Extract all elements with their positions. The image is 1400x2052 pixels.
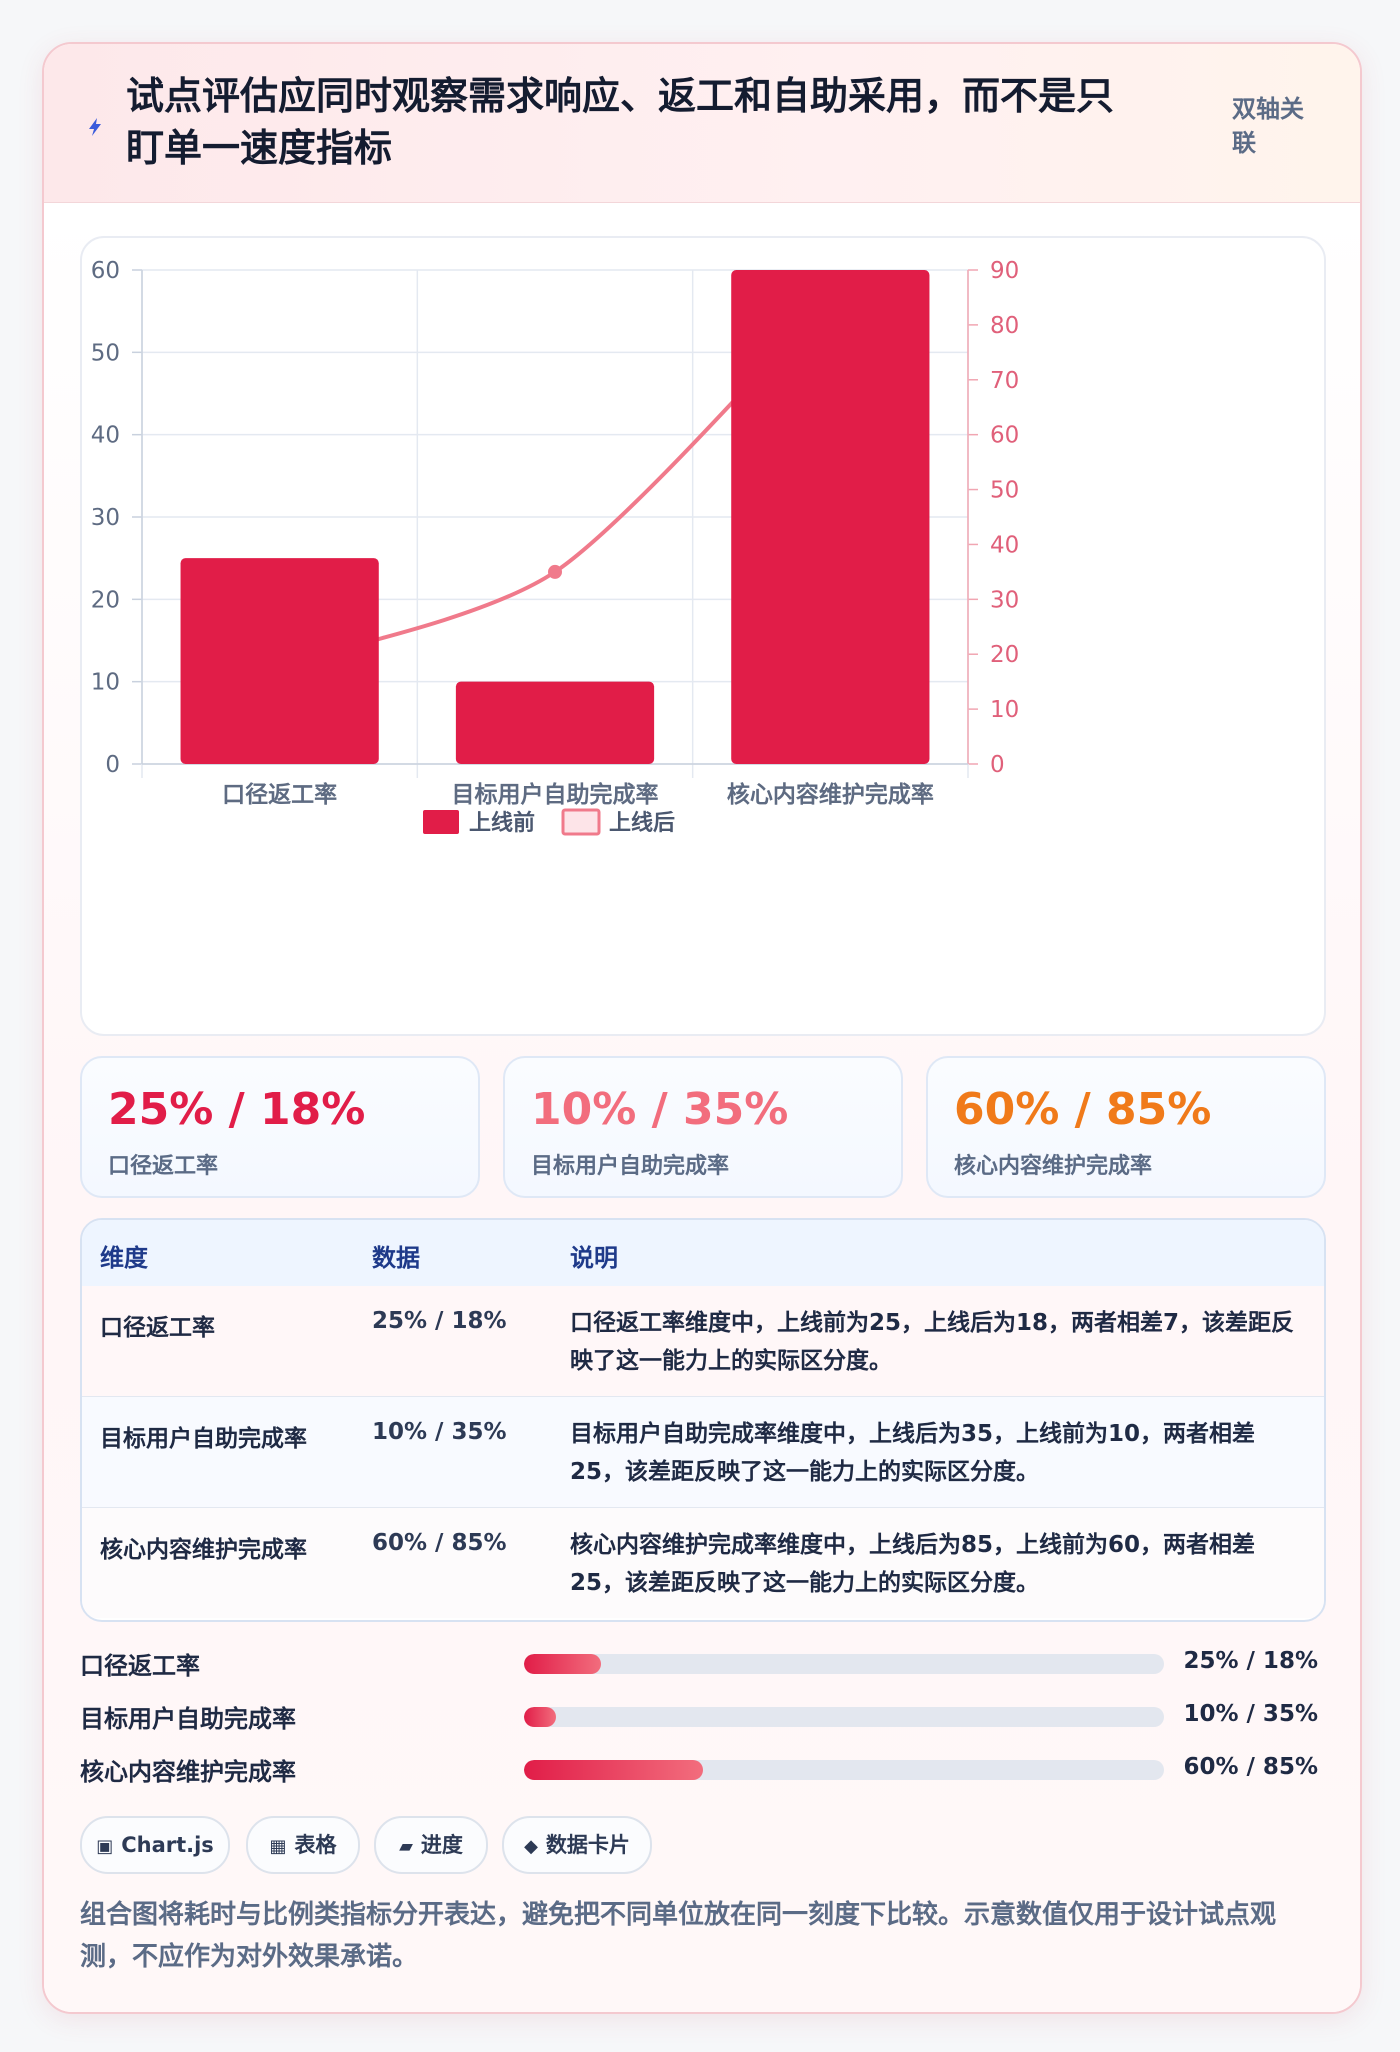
bar-2 bbox=[731, 270, 930, 764]
table-row: 目标用户自助完成率 10% / 35% 目标用户自助完成率维度中，上线后为35，… bbox=[82, 1397, 1324, 1508]
data-table: 维度 数据 说明 口径返工率 25% / 18% 口径返工率维度中，上线前为25… bbox=[80, 1218, 1326, 1622]
chip-progress[interactable]: ▰ 进度 bbox=[374, 1816, 488, 1874]
chip-label: 进度 bbox=[420, 1833, 463, 1857]
table-icon: ▦ bbox=[269, 1836, 287, 1857]
page-title: 试点评估应同时观察需求响应、返工和自助采用，而不是只盯单一速度指标 bbox=[126, 74, 1115, 170]
chip-chartjs[interactable]: ▣ Chart.js bbox=[80, 1816, 230, 1874]
y-right-tick-label: 0 bbox=[990, 752, 1005, 778]
legend-label-before: 上线前 bbox=[469, 810, 535, 836]
y-right-tick-label: 90 bbox=[990, 258, 1019, 284]
chip-label: 数据卡片 bbox=[545, 1833, 630, 1857]
column-header: 数据 bbox=[372, 1244, 420, 1272]
chip-table[interactable]: ▦ 表格 bbox=[246, 1816, 360, 1874]
stat-label: 核心内容维护完成率 bbox=[954, 1154, 1153, 1179]
column-header: 维度 bbox=[100, 1244, 148, 1272]
header: 试点评估应同时观察需求响应、返工和自助采用，而不是只盯单一速度指标 双轴关联 bbox=[44, 44, 1360, 203]
stat-value: 25% / 18% bbox=[108, 1084, 366, 1135]
table-header: 维度 数据 说明 bbox=[82, 1220, 1324, 1288]
stat-label: 口径返工率 bbox=[108, 1154, 219, 1179]
y-left-tick-label: 50 bbox=[91, 340, 120, 366]
y-right-tick-label: 80 bbox=[990, 313, 1019, 339]
table-row: 口径返工率 25% / 18% 口径返工率维度中，上线前为25，上线后为18，两… bbox=[82, 1286, 1324, 1397]
y-right-tick-label: 70 bbox=[990, 368, 1019, 394]
cell-description: 目标用户自助完成率维度中，上线后为35，上线前为10，两者相差25，该差距反映了… bbox=[570, 1421, 1256, 1485]
chip-label: 表格 bbox=[294, 1833, 337, 1857]
progress-label: 核心内容维护完成率 bbox=[80, 1758, 296, 1786]
chart-icon: ▣ bbox=[96, 1836, 114, 1857]
chip-data-cards[interactable]: ◆ 数据卡片 bbox=[502, 1816, 652, 1874]
chip-label: Chart.js bbox=[121, 1833, 214, 1857]
stat-card-rework: 25% / 18% 口径返工率 bbox=[80, 1056, 480, 1198]
progress-value: 60% / 85% bbox=[1183, 1754, 1318, 1780]
y-left-tick-label: 20 bbox=[91, 587, 120, 613]
progress-row: 口径返工率 25% / 18% bbox=[80, 1640, 1322, 1684]
y-right-tick-label: 50 bbox=[990, 478, 1019, 504]
progress-fill bbox=[524, 1760, 704, 1780]
progress-track bbox=[524, 1654, 1164, 1674]
stat-value: 10% / 35% bbox=[531, 1084, 789, 1135]
stat-card-maintenance: 60% / 85% 核心内容维护完成率 bbox=[926, 1056, 1326, 1198]
cell-data: 10% / 35% bbox=[372, 1419, 507, 1445]
cell-dimension: 核心内容维护完成率 bbox=[100, 1537, 307, 1563]
x-tick-label: 核心内容维护完成率 bbox=[727, 781, 934, 808]
footnote: 组合图将耗时与比例类指标分开表达，避免把不同单位放在同一刻度下比较。示意数值仅用… bbox=[80, 1900, 1277, 1972]
line-point-1 bbox=[548, 564, 562, 579]
legend-swatch-after bbox=[561, 808, 601, 836]
x-tick-label: 目标用户自助完成率 bbox=[452, 781, 659, 808]
cell-data: 60% / 85% bbox=[372, 1530, 507, 1556]
column-header: 说明 bbox=[570, 1244, 618, 1272]
bar-1 bbox=[455, 681, 655, 764]
card-icon: ◆ bbox=[524, 1836, 538, 1857]
y-left-tick-label: 0 bbox=[105, 752, 120, 778]
cell-dimension: 目标用户自助完成率 bbox=[100, 1426, 307, 1452]
y-right-tick-label: 40 bbox=[990, 532, 1019, 558]
cell-data: 25% / 18% bbox=[372, 1308, 507, 1334]
progress-value: 10% / 35% bbox=[1183, 1701, 1318, 1727]
progress-list: 口径返工率 25% / 18% 目标用户自助完成率 10% / 35% 核心内容… bbox=[80, 1640, 1322, 1800]
y-right-tick-label: 20 bbox=[990, 642, 1019, 668]
progress-value: 25% / 18% bbox=[1183, 1648, 1318, 1674]
lightning-icon bbox=[89, 118, 101, 136]
y-left-tick-label: 40 bbox=[91, 423, 120, 449]
cell-description: 核心内容维护完成率维度中，上线后为85，上线前为60，两者相差25，该差距反映了… bbox=[570, 1532, 1256, 1596]
stat-value: 60% / 85% bbox=[954, 1084, 1212, 1135]
stat-card-selfservice: 10% / 35% 目标用户自助完成率 bbox=[503, 1056, 903, 1198]
y-right-tick-label: 60 bbox=[990, 423, 1019, 449]
progress-icon: ▰ bbox=[399, 1836, 413, 1857]
legend-label-after: 上线后 bbox=[609, 810, 675, 836]
cell-description: 口径返工率维度中，上线前为25，上线后为18，两者相差7，该差距反映了这一能力上… bbox=[570, 1310, 1295, 1374]
stat-label: 目标用户自助完成率 bbox=[531, 1154, 730, 1179]
progress-row: 目标用户自助完成率 10% / 35% bbox=[80, 1693, 1322, 1737]
y-right-tick-label: 30 bbox=[990, 587, 1019, 613]
progress-row: 核心内容维护完成率 60% / 85% bbox=[80, 1746, 1322, 1790]
progress-track bbox=[524, 1760, 1164, 1780]
progress-fill bbox=[524, 1654, 601, 1674]
progress-fill bbox=[524, 1707, 556, 1727]
bar-0 bbox=[180, 558, 379, 764]
main-card: 试点评估应同时观察需求响应、返工和自助采用，而不是只盯单一速度指标 双轴关联 0… bbox=[42, 42, 1362, 2014]
y-left-tick-label: 30 bbox=[91, 505, 120, 531]
chart-container: 0 10 20 30 40 50 60 0 10 20 30 40 50 60 70 80 90 口径返工率 目标用… bbox=[80, 236, 1326, 1036]
legend-swatch-before bbox=[423, 810, 459, 834]
tag-chips: ▣ Chart.js ▦ 表格 ▰ 进度 ◆ 数据卡片 bbox=[80, 1816, 1322, 1876]
cell-dimension: 口径返工率 bbox=[100, 1315, 215, 1341]
combo-chart: 0 10 20 30 40 50 60 0 10 20 30 40 50 60 70 80 90 口径返工率 目标用… bbox=[91, 258, 1020, 836]
progress-track bbox=[524, 1707, 1164, 1727]
header-tag: 双轴关联 bbox=[1232, 95, 1304, 157]
progress-label: 口径返工率 bbox=[80, 1652, 200, 1680]
y-left-tick-label: 60 bbox=[91, 258, 120, 284]
y-left-tick-label: 10 bbox=[91, 670, 120, 696]
table-row: 核心内容维护完成率 60% / 85% 核心内容维护完成率维度中，上线后为85，… bbox=[82, 1508, 1324, 1618]
y-right-tick-label: 10 bbox=[990, 697, 1019, 723]
x-tick-label: 口径返工率 bbox=[222, 781, 337, 808]
progress-label: 目标用户自助完成率 bbox=[80, 1705, 296, 1733]
